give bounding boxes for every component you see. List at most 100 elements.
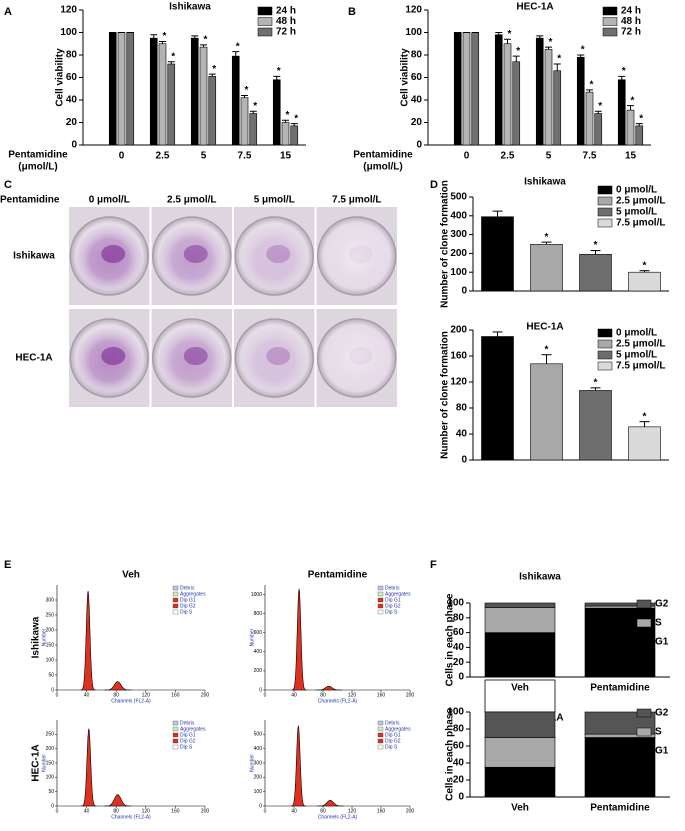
- y-tick-label: 60: [453, 627, 465, 638]
- y-tick-label: 200: [450, 248, 467, 259]
- x-tick-label: 0: [264, 692, 267, 698]
- row-title: HEC-1A: [31, 744, 42, 781]
- bar: [149, 37, 158, 146]
- legend-label: 5 μmol/L: [616, 350, 657, 361]
- bar: [484, 766, 556, 798]
- x-tick-label: 0: [464, 151, 470, 162]
- x-tick-label: 160: [171, 692, 180, 698]
- bar: [635, 125, 644, 146]
- legend-swatch: [597, 218, 613, 228]
- y-tick-label: 100: [405, 27, 422, 38]
- legend-swatch: [172, 744, 179, 750]
- colony-stain: [241, 328, 308, 394]
- y-axis-label: Number: [249, 754, 255, 772]
- significance-mark: *: [557, 54, 561, 65]
- y-tick-label: 500: [254, 732, 263, 738]
- bar: [167, 63, 176, 146]
- bar: [585, 91, 594, 146]
- y-tick-label: 120: [450, 377, 467, 388]
- panel-label: B: [348, 6, 356, 18]
- x-tick-label: 160: [377, 692, 386, 698]
- legend-swatch: [172, 738, 179, 744]
- cell-cycle-peak: [316, 799, 344, 807]
- y-tick-label: 80: [453, 724, 465, 735]
- legend-swatch: [636, 618, 652, 628]
- chart-title: HEC-1A: [516, 2, 553, 13]
- legend-swatch: [377, 585, 384, 591]
- x-tick-label: 80: [113, 808, 119, 814]
- y-axis-label: Cells in each phase: [445, 708, 456, 801]
- cell-cycle-peak: [104, 681, 132, 691]
- legend-label: 0 μmol/L: [616, 185, 657, 196]
- colony-stain: [266, 347, 291, 365]
- x-tick-label: 200: [201, 692, 210, 698]
- bar: [535, 37, 544, 146]
- panel-label: D: [430, 179, 438, 191]
- y-tick-label: 0: [71, 140, 77, 151]
- legend-label: Dip S: [385, 744, 398, 750]
- legend-label: S: [655, 727, 662, 738]
- bar: [579, 254, 612, 292]
- y-tick-label: 80: [411, 50, 423, 61]
- significance-mark: *: [286, 110, 290, 121]
- legend-label: S: [655, 618, 662, 629]
- y-tick-label: 400: [254, 746, 263, 752]
- x-tick-label: 0: [56, 808, 59, 814]
- significance-mark: *: [545, 344, 549, 355]
- x-tick-label: 40: [291, 692, 297, 698]
- x-tick-label: 200: [201, 808, 210, 814]
- row-label: Ishikawa: [13, 251, 55, 262]
- legend-label: Dip S: [180, 609, 193, 615]
- significance-mark: *: [549, 37, 553, 48]
- bar: [481, 336, 514, 461]
- x-tick-label: 15: [280, 151, 292, 162]
- bar: [594, 113, 603, 146]
- y-tick-label: 50: [48, 789, 54, 795]
- y-tick-label: 1000: [251, 592, 262, 598]
- legend-swatch: [597, 185, 613, 195]
- bar: [503, 43, 512, 146]
- y-tick-label: 20: [66, 117, 78, 128]
- y-tick-label: 300: [450, 229, 467, 240]
- bar: [617, 79, 626, 146]
- legend-swatch: [377, 591, 384, 597]
- panel-label: F: [430, 559, 437, 571]
- x-tick-label: 2.5: [156, 151, 170, 162]
- x-axis-label: (μmol/L): [18, 162, 57, 173]
- y-axis-label: Cell viability: [400, 48, 411, 107]
- colony-stain: [348, 347, 373, 365]
- legend-label: Dip G2: [385, 603, 401, 609]
- bar: [530, 363, 563, 461]
- significance-mark: *: [545, 232, 549, 243]
- y-tick-label: 80: [456, 403, 468, 414]
- significance-mark: *: [294, 113, 298, 124]
- bar: [484, 602, 556, 608]
- y-axis-label: Number: [41, 754, 47, 772]
- legend-swatch: [377, 720, 384, 726]
- x-tick-label: Pentamidine: [590, 683, 650, 694]
- legend-swatch: [636, 637, 652, 647]
- y-tick-label: 120: [60, 5, 77, 16]
- y-tick-label: 50: [48, 672, 54, 678]
- legend-label: Dip G1: [385, 732, 401, 738]
- legend-label: Dip G2: [385, 738, 401, 744]
- bar: [628, 271, 661, 292]
- x-axis-label: Channels (FL2-A): [111, 698, 151, 704]
- y-tick-label: 150: [46, 642, 55, 648]
- y-tick-label: 60: [411, 72, 423, 83]
- colony-stain: [183, 347, 208, 365]
- chart-title: Ishikawa: [524, 177, 566, 188]
- y-tick-label: 80: [66, 50, 78, 61]
- legend-label: 48 h: [621, 16, 641, 27]
- y-tick-label: 20: [453, 775, 465, 786]
- legend-label: 5 μmol/L: [616, 207, 657, 218]
- legend-label: Dip S: [385, 609, 398, 615]
- bar: [584, 737, 656, 798]
- legend-label: G2: [655, 708, 669, 719]
- y-tick-label: 40: [66, 95, 78, 106]
- y-tick-label: 400: [450, 210, 467, 221]
- x-axis-label: Pentamidine: [353, 150, 413, 161]
- y-tick-label: 40: [411, 95, 423, 106]
- legend-label: Debris: [385, 585, 400, 591]
